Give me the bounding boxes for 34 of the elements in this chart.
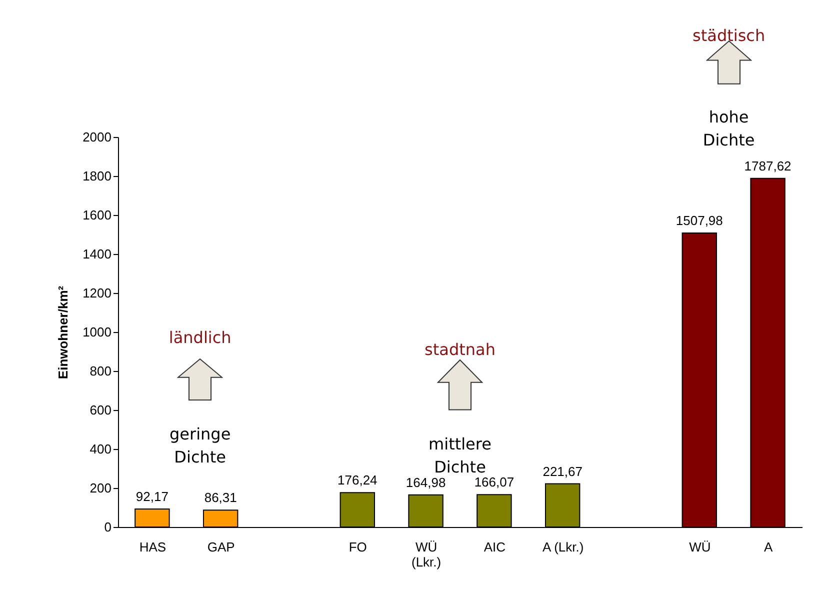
annotation: mittlere Dichte <box>428 434 492 476</box>
y-axis-title: Einwohner/km² <box>56 285 71 380</box>
y-tick-label: 0 <box>104 520 112 534</box>
annotation: hohe Dichte <box>702 108 755 150</box>
x-tick-label: GAP <box>207 540 235 554</box>
y-tick-label: 1600 <box>82 208 112 222</box>
annotation: geringe Dichte <box>169 424 231 467</box>
y-tick-label: 1800 <box>82 168 112 184</box>
x-tick-label: A <box>764 540 773 554</box>
x-tick-label: WÜ (Lkr.) <box>411 540 442 570</box>
x-tick-label: WÜ <box>689 540 711 554</box>
x-tick-label: FO <box>348 540 367 554</box>
x-tick-label: A (Lkr.) <box>542 540 584 554</box>
data-label: 1787,62 <box>744 158 792 174</box>
text: städtisch <box>692 26 766 45</box>
y-tick-label: 1000 <box>82 324 112 340</box>
data-label: 86,31 <box>204 490 237 506</box>
y-tick-label: 1400 <box>82 246 112 262</box>
y-tick-label: 2000 <box>82 130 112 144</box>
y-tick-label: 1200 <box>82 286 112 300</box>
y-tick-label: 400 <box>90 442 112 456</box>
y-tick-label: 800 <box>90 364 112 378</box>
annotation: stadtnah <box>424 340 496 359</box>
data-label: 176,24 <box>338 472 378 488</box>
data-label: 1507,98 <box>676 212 723 228</box>
data-label: 92,17 <box>136 489 168 504</box>
x-tick-label: AIC <box>484 540 506 554</box>
annotation: ländlich <box>168 328 232 348</box>
y-tick-label: 600 <box>90 402 112 418</box>
data-label: 221,67 <box>542 464 582 479</box>
data-label: 166,07 <box>474 474 514 490</box>
y-tick-label: 200 <box>90 480 112 496</box>
x-tick-label: HAS <box>139 540 166 554</box>
data-label: 164,98 <box>406 474 446 490</box>
